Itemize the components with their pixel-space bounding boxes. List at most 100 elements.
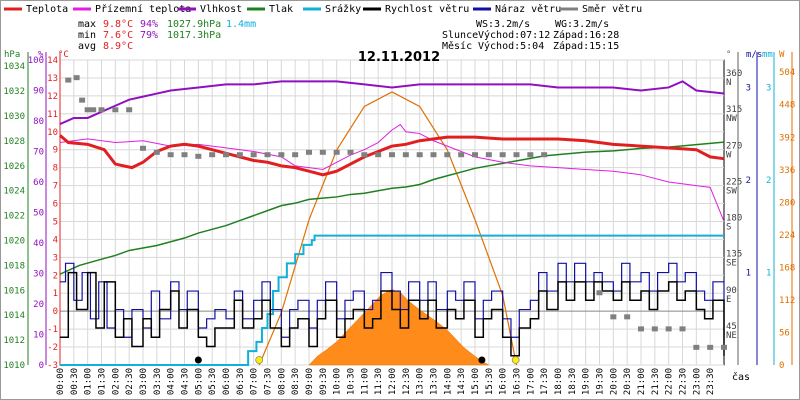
info-ws: WS:3.2m/s — [476, 19, 530, 30]
wind-direction-point — [112, 107, 119, 113]
wind-direction-point — [223, 152, 229, 158]
info-moon-label: Měsíc — [442, 40, 472, 52]
x-tick-label: 11:00 — [360, 368, 370, 395]
series-temperature — [59, 134, 725, 177]
dir-tick-degrees: 90 — [726, 286, 737, 296]
temp-tick-label: 4 — [53, 235, 58, 245]
solar-tick-label: 280 — [779, 198, 795, 208]
wind-direction-point — [209, 152, 216, 158]
x-tick-label: 05:30 — [208, 368, 218, 395]
x-tick-label: 14:30 — [457, 368, 467, 395]
hum-axis-header: % — [38, 50, 44, 60]
temp-tick-label: -2 — [47, 343, 58, 353]
wind-direction-point — [721, 344, 727, 350]
wind-direction-point — [693, 344, 700, 350]
hum-tick-label: 100 — [28, 56, 44, 66]
solar-tick-label: 392 — [779, 133, 795, 143]
chart-title: 12.11.2012 — [358, 50, 440, 65]
wind-direction-point — [444, 152, 451, 158]
wind-direction-point — [264, 152, 271, 158]
x-tick-label: 13:00 — [416, 368, 426, 395]
wind-direction-point — [651, 326, 658, 332]
legend-label: Přízemní teplota — [95, 3, 191, 15]
temp-tick-label: 3 — [53, 253, 58, 263]
dir-tick-degrees: 45 — [726, 322, 737, 332]
info-sunset: Západ:16:28 — [553, 29, 619, 41]
press-tick-label: 1032 — [3, 87, 25, 97]
stat-max-temp: 9.8°C — [103, 19, 133, 30]
legend-label: Rychlost větru — [385, 3, 469, 15]
x-tick-label: 02:30 — [125, 368, 135, 395]
x-tick-label: 15:30 — [485, 368, 495, 395]
dir-tick-name: NW — [726, 114, 737, 124]
dir-tick-name: S — [726, 223, 731, 233]
x-tick-label: 02:00 — [111, 368, 121, 395]
solar-tick-label: 112 — [779, 296, 795, 306]
hum-tick-label: 20 — [33, 300, 44, 310]
stat-max-label: max — [78, 19, 96, 30]
press-tick-label: 1012 — [3, 336, 25, 346]
wind-direction-point — [624, 314, 631, 320]
stat-min-label: min — [78, 30, 96, 41]
x-tick-label: 21:30 — [651, 368, 661, 395]
wind-direction-point — [65, 77, 72, 83]
legend-label: Teplota — [26, 4, 68, 15]
solar-tick-label: 504 — [779, 68, 795, 78]
wind-direction-point — [90, 107, 97, 113]
x-tick-label: 09:30 — [319, 368, 329, 395]
wind-direction-point — [513, 152, 520, 158]
wind-direction-point — [472, 152, 478, 158]
stat-avg-label: avg — [78, 41, 96, 52]
x-axis-label: čas — [732, 371, 750, 383]
wind-direction-point — [333, 149, 340, 155]
legend-label: Srážky — [325, 3, 361, 15]
x-tick-label: 07:30 — [264, 368, 274, 395]
series-layer — [59, 75, 727, 366]
press-tick-label: 1030 — [3, 112, 25, 122]
dir-tick-degrees: 135 — [726, 250, 742, 260]
dir-tick-name: E — [726, 295, 731, 305]
solar-axis-header: W — [779, 50, 785, 60]
x-tick-label: 21:00 — [637, 368, 647, 395]
wind-direction-point — [458, 152, 465, 158]
stats-block: max 9.8°C 94% 1027.9hPa 1.4mm min 7.6°C … — [78, 19, 256, 52]
temp-tick-label: 11 — [47, 110, 58, 120]
sun-marker — [511, 356, 520, 364]
info-sun-label: Slunce — [442, 30, 478, 41]
temp-tick-label: 5 — [53, 217, 58, 227]
x-tick-label: 08:30 — [291, 368, 301, 395]
solar-tick-label: 336 — [779, 166, 795, 176]
wind-direction-point — [319, 149, 326, 155]
x-tick-label: 23:30 — [706, 368, 716, 395]
press-tick-label: 1028 — [3, 137, 25, 147]
wind-direction-point — [181, 152, 188, 158]
wind-direction-point — [596, 290, 603, 296]
x-tick-label: 01:30 — [98, 368, 108, 395]
hum-tick-label: 70 — [33, 148, 44, 158]
legend: Teplota Přízemní teplota Vlhkost Tlak Srážky… — [4, 3, 642, 15]
temp-tick-label: 9 — [53, 146, 58, 156]
wind-direction-point — [485, 152, 492, 158]
press-tick-label: 1034 — [3, 62, 25, 72]
press-tick-label: 1022 — [3, 212, 25, 222]
series-gust — [60, 262, 725, 338]
hum-tick-label: 90 — [33, 87, 44, 97]
grid — [59, 59, 725, 366]
wind-tick-label: 2 — [746, 176, 751, 186]
press-tick-label: 1016 — [3, 286, 25, 296]
press-tick-label: 1020 — [3, 237, 25, 247]
x-tick-label: 20:00 — [609, 368, 619, 395]
x-tick-label: 09:00 — [305, 368, 315, 395]
wind-direction-point — [79, 97, 86, 103]
moon-marker — [194, 356, 202, 364]
x-tick-label: 11:30 — [374, 368, 384, 395]
hum-tick-label: 40 — [33, 239, 44, 249]
wind-direction-point — [610, 314, 617, 320]
temp-tick-label: 13 — [47, 74, 58, 84]
x-tick-label: 10:00 — [333, 368, 343, 395]
stat-avg-temp: 8.9°C — [103, 41, 133, 52]
stat-max-press: 1027.9hPa — [167, 19, 221, 30]
x-tick-label: 17:30 — [540, 368, 550, 395]
x-tick-label: 00:30 — [70, 368, 80, 395]
wind-direction-point — [195, 153, 202, 159]
